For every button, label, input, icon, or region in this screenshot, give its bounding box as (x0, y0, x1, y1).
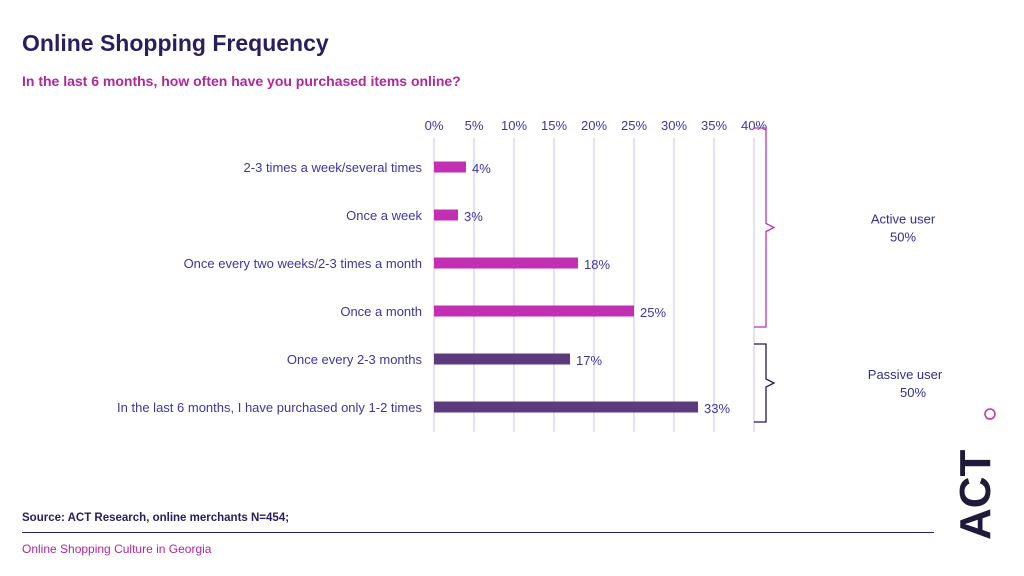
chart-subtitle: In the last 6 months, how often have you… (22, 73, 461, 89)
category-label: Once a week (346, 208, 422, 223)
gridlines (433, 138, 755, 432)
category-label: In the last 6 months, I have purchased o… (117, 400, 422, 415)
bar (434, 209, 458, 221)
data-label: 4% (472, 161, 491, 176)
bars: 2-3 times a week/several times 4% Once a w… (117, 160, 730, 416)
logo-registered-mark (984, 408, 996, 420)
group-bracket (754, 127, 776, 328)
footer-divider (22, 532, 934, 533)
x-tick-label: 10% (501, 118, 527, 133)
x-tick-label: 5% (465, 118, 484, 133)
data-label: 18% (584, 257, 610, 272)
data-label: 33% (704, 401, 730, 416)
category-label: 2-3 times a week/several times (244, 160, 423, 175)
x-tick-label: 35% (701, 118, 727, 133)
bar (434, 353, 570, 365)
data-label: 17% (576, 353, 602, 368)
footer-text: Online Shopping Culture in Georgia (22, 542, 212, 556)
group-label: Passive user (868, 367, 943, 382)
x-tick-label: 0% (425, 118, 444, 133)
group-brackets: Active user 50% Passive user 50% (754, 127, 943, 423)
group-bracket (754, 343, 776, 423)
logo-text: ACT (951, 449, 1000, 540)
group-percent: 50% (900, 385, 926, 400)
x-tick-label: 40% (741, 118, 767, 133)
group-label: Active user (871, 212, 936, 227)
data-label: 25% (640, 305, 666, 320)
bar-chart: 0% 5% 10% 15% 20% 25% 30% 35% 40% 2-3 times a we… (117, 118, 943, 432)
act-logo: ACT (951, 408, 1000, 540)
category-label: Once every 2-3 months (287, 352, 423, 367)
x-tick-label: 30% (661, 118, 687, 133)
category-label: Once a month (340, 304, 422, 319)
bar (434, 305, 634, 317)
data-label: 3% (464, 209, 483, 224)
x-tick-label: 15% (541, 118, 567, 133)
group-percent: 50% (890, 230, 916, 245)
chart-title: Online Shopping Frequency (22, 30, 329, 56)
bar (434, 161, 466, 173)
x-tick-label: 20% (581, 118, 607, 133)
bar (434, 401, 698, 413)
category-label: Once every two weeks/2-3 times a month (184, 256, 422, 271)
source-note: Source: ACT Research, online merchants N… (22, 512, 290, 524)
x-tick-label: 25% (621, 118, 647, 133)
bar (434, 257, 578, 269)
x-axis-ticks: 0% 5% 10% 15% 20% 25% 30% 35% 40% (425, 118, 768, 133)
